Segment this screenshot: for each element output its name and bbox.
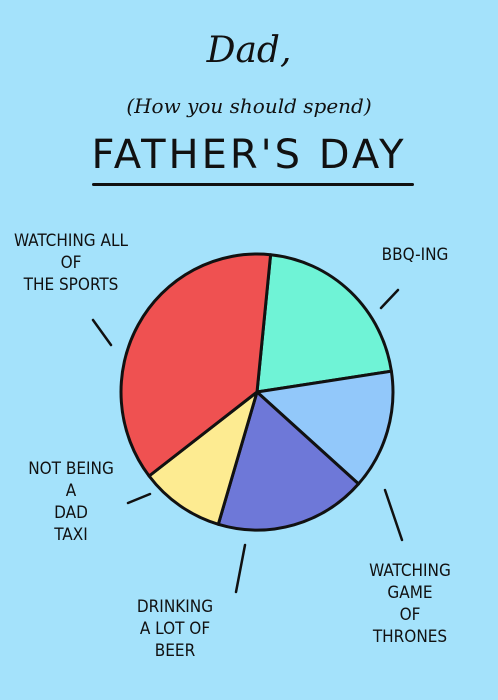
- card-title: Dad,: [206, 30, 292, 71]
- slice-game-of-thrones: [255, 369, 395, 486]
- pointer-game-of-thrones: [383, 488, 404, 542]
- label-bbq: BBQ-ING: [381, 245, 449, 265]
- label-dad-taxi: NOT BEING A DAD TAXI: [28, 459, 114, 545]
- slice-sports: [119, 252, 273, 478]
- pointer-sports: [91, 318, 113, 347]
- slice-dad-taxi: [147, 390, 259, 526]
- slice-beer: [216, 390, 360, 532]
- pointer-beer: [234, 543, 247, 594]
- card-heading: FATHER'S DAY: [91, 132, 407, 178]
- pointer-bbq: [379, 288, 400, 310]
- card-subtitle: (How you should spend): [126, 94, 372, 118]
- slice-bbq: [255, 253, 393, 394]
- label-sports: WATCHING ALL OF THE SPORTS: [13, 231, 128, 295]
- heading-underline: [92, 183, 414, 186]
- label-game-of-thrones: WATCHING GAME OF THRONES: [369, 561, 451, 647]
- pointer-dad-taxi: [126, 492, 152, 505]
- label-beer: DRINKING A LOT OF BEER: [136, 597, 214, 661]
